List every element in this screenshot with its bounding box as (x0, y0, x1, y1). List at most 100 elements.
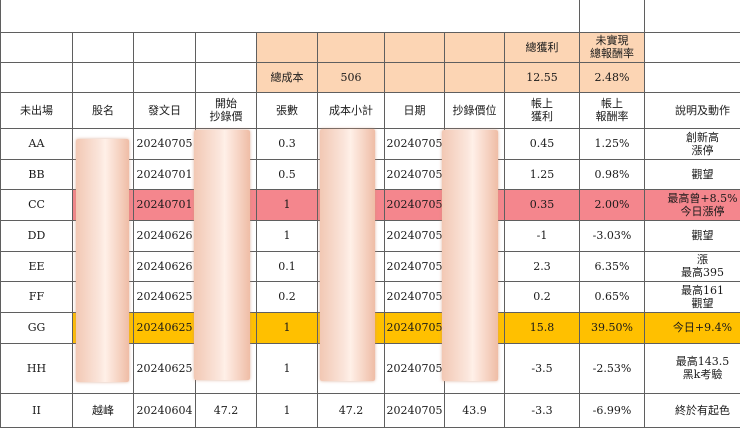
empty-cell (134, 32, 196, 62)
total-cost-value: 506 (318, 62, 385, 92)
book-return-cell: -6.99% (580, 393, 645, 427)
header-start-price-line2: 抄錄價 (196, 110, 256, 123)
start-price-cell: 47.2 (196, 393, 257, 427)
notes-cell: 創新高漲停 (645, 128, 740, 159)
note-line1: 觀望 (645, 229, 740, 242)
header-cost-subtotal: 成本小計 (318, 92, 385, 128)
record-price-cell: 43.9 (445, 393, 505, 427)
notes-cell: 漲最高395 (645, 251, 740, 281)
book-return-cell: 1.25% (580, 128, 645, 159)
shares-cell: 1 (257, 220, 318, 251)
note-line2: 黑k考驗 (645, 368, 740, 381)
note-line2: 漲停 (645, 144, 740, 157)
empty-cell (645, 0, 740, 32)
summary-cell (257, 32, 318, 62)
stock-code-cell: EE (1, 251, 73, 281)
note-line1: 漲 (645, 253, 740, 266)
header-exit: 未出場 (1, 92, 73, 128)
shares-cell: 1 (257, 189, 318, 220)
stock-name-cell: 越峰 (73, 393, 134, 427)
unrealized-label-line2: 總報酬率 (580, 47, 644, 60)
header-name: 股名 (73, 92, 134, 128)
book-profit-cell: 2.3 (505, 251, 580, 281)
stock-code-cell: BB (1, 159, 73, 189)
post-date-cell: 20240625 (134, 343, 196, 393)
total-cost-label: 總成本 (257, 62, 318, 92)
unrealized-return-label: 未實現 總報酬率 (580, 32, 645, 62)
record-date-cell: 20240705 (385, 281, 445, 312)
stock-code-cell: II (1, 393, 73, 427)
stock-code-cell: AA (1, 128, 73, 159)
empty-cell (196, 62, 257, 92)
summary-cell (318, 32, 385, 62)
header-book-profit-line1: 帳上 (505, 97, 579, 110)
notes-cell: 今日+9.4% (645, 312, 740, 343)
record-date-cell: 20240705 (385, 159, 445, 189)
record-date-cell: 20240705 (385, 312, 445, 343)
post-date-cell: 20240701 (134, 189, 196, 220)
unrealized-return-value: 2.48% (580, 62, 645, 92)
summary-cell (385, 32, 445, 62)
empty-cell (73, 32, 134, 62)
header-start-price-line1: 開始 (196, 97, 256, 110)
note-line2: 最高395 (645, 266, 740, 279)
record-date-cell: 20240705 (385, 393, 445, 427)
shares-cell: 0.5 (257, 159, 318, 189)
book-profit-cell: -3.5 (505, 343, 580, 393)
header-start-price: 開始 抄錄價 (196, 92, 257, 128)
empty-cell (134, 62, 196, 92)
post-date-cell: 20240705 (134, 128, 196, 159)
shares-cell: 0.2 (257, 281, 318, 312)
book-return-cell: -2.53% (580, 343, 645, 393)
record-date-cell: 20240705 (385, 189, 445, 220)
book-profit-cell: 15.8 (505, 312, 580, 343)
stock-code-cell: CC (1, 189, 73, 220)
note-line1: 最高143.5 (645, 355, 740, 368)
total-profit-label: 總獲利 (505, 32, 580, 62)
book-return-cell: -3.03% (580, 220, 645, 251)
notes-cell: 終於有起色 (645, 393, 740, 427)
book-return-cell: 6.35% (580, 251, 645, 281)
book-profit-cell: -1 (505, 220, 580, 251)
empty-cell (505, 0, 580, 32)
notes-cell: 最高曾+8.5%今日漲停 (645, 189, 740, 220)
record-date-cell: 20240705 (385, 343, 445, 393)
blur-mask-start-price (194, 130, 250, 380)
header-date: 日期 (385, 92, 445, 128)
book-return-cell: 0.65% (580, 281, 645, 312)
note-line1: 今日+9.4% (645, 321, 740, 334)
header-book-return: 帳上 報酬率 (580, 92, 645, 128)
empty-cell (580, 0, 645, 32)
book-profit-cell: 0.2 (505, 281, 580, 312)
note-line1: 創新高 (645, 131, 740, 144)
post-date-cell: 20240626 (134, 251, 196, 281)
book-return-cell: 0.98% (580, 159, 645, 189)
empty-cell (645, 62, 740, 92)
empty-cell (196, 32, 257, 62)
record-date-cell: 20240705 (385, 220, 445, 251)
header-notes: 說明及動作 (645, 92, 740, 128)
post-date-cell: 20240701 (134, 159, 196, 189)
total-profit-value: 12.55 (505, 62, 580, 92)
note-line2: 觀望 (645, 297, 740, 310)
header-shares: 張數 (257, 92, 318, 128)
unrealized-label-line1: 未實現 (580, 34, 644, 47)
book-profit-cell: 0.35 (505, 189, 580, 220)
summary-cell (445, 32, 505, 62)
book-return-cell: 39.50% (580, 312, 645, 343)
post-date-cell: 20240625 (134, 281, 196, 312)
notes-cell: 觀望 (645, 220, 740, 251)
blur-mask-name (76, 139, 129, 382)
note-line1: 終於有起色 (645, 404, 740, 417)
shares-cell: 0.3 (257, 128, 318, 159)
book-profit-cell: 0.45 (505, 128, 580, 159)
header-book-return-line1: 帳上 (580, 97, 644, 110)
note-line1: 觀望 (645, 168, 740, 181)
header-row: 未出場 股名 發文日 開始 抄錄價 張數 成本小計 日期 抄錄價位 帳上 獲利 … (1, 92, 740, 128)
shares-cell: 0.1 (257, 251, 318, 281)
summary-cell (445, 62, 505, 92)
header-record-price: 抄錄價位 (445, 92, 505, 128)
